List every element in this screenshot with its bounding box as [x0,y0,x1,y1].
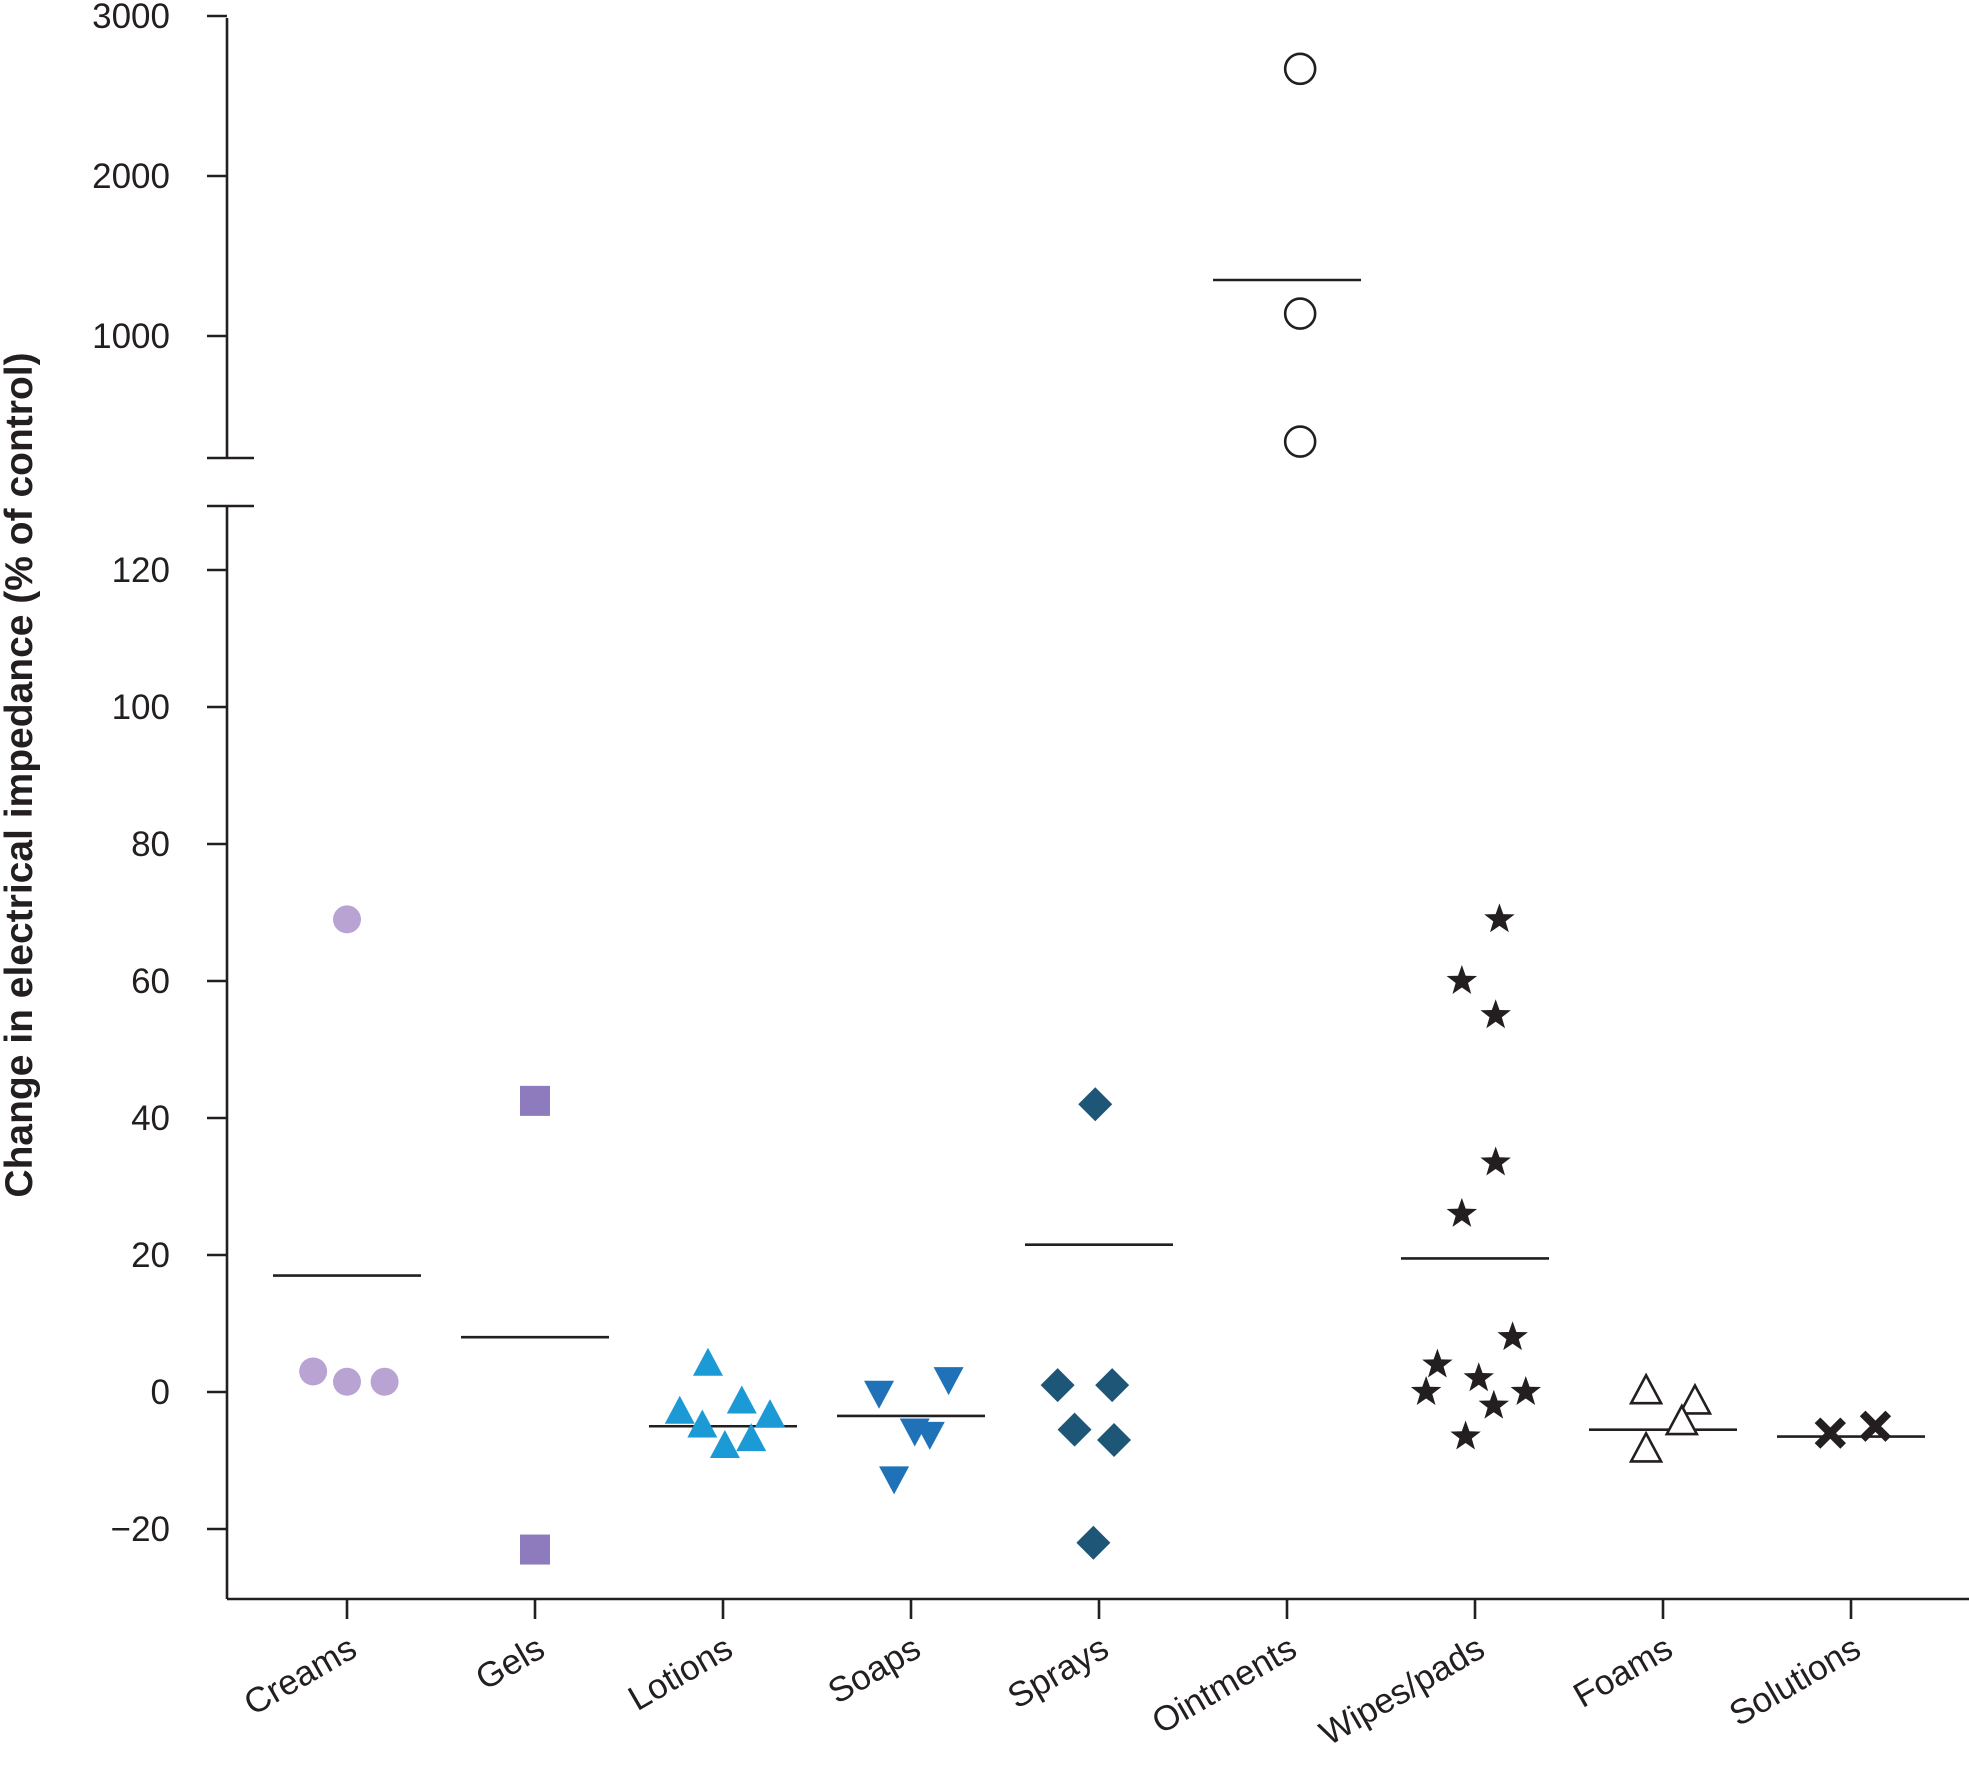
x-tick-label: Gels [469,1628,551,1698]
data-point [1283,52,1317,86]
data-point [864,1380,895,1409]
data-point [1283,297,1317,330]
data-point [520,1534,550,1565]
data-point-stroke [1814,1417,1846,1449]
data-point [1510,1376,1541,1405]
y-tick-label: 20 [131,1236,170,1275]
x-tick-label: Creams [237,1628,363,1723]
data-point [687,1409,718,1438]
y-tick-label: 60 [131,962,170,1001]
data-point [1097,1422,1132,1457]
data-point [1814,1417,1846,1449]
data-point [1497,1321,1528,1351]
data-point [1859,1410,1892,1442]
y-tick-label: 0 [151,1373,170,1412]
data-point [1283,425,1317,458]
data-point [1463,1362,1494,1392]
data-point [299,1357,328,1386]
data-point [1450,1420,1481,1450]
data-point [370,1367,399,1396]
y-tick-label: 100 [112,688,170,727]
data-point [933,1367,964,1396]
x-tick-label: Soaps [822,1628,927,1711]
y-tick-label: 3000 [92,0,170,36]
data-point [736,1423,767,1452]
x-ticks: Creams Gels Lotions Soaps Sprays Ointments Wip… [237,1599,1867,1753]
data-point [333,905,361,934]
x-tick-label: Ointments [1145,1628,1303,1742]
y-tick-label: 2000 [92,157,170,196]
data-point [726,1385,757,1414]
data-point [1677,1382,1713,1415]
y-axis-title: Change in electrical impedance (% of con… [0,352,41,1197]
y-tick-label: 1000 [92,317,170,356]
data-point [1095,1368,1130,1403]
data-point [1057,1412,1092,1447]
data-point [1478,1389,1510,1419]
data-point [1422,1348,1453,1378]
y-tick-label: −20 [111,1510,170,1549]
data-point [1446,965,1478,994]
x-tick-label: Lotions [622,1628,739,1718]
data-point [1628,1430,1664,1463]
data-point [1628,1372,1664,1405]
x-tick-label: Solutions [1723,1628,1867,1734]
data-point [333,1367,361,1396]
data-point [1484,903,1515,933]
data-point-stroke [1859,1410,1892,1442]
y-tick-label: 40 [131,1099,170,1138]
data-point [1410,1376,1442,1405]
data-point [520,1085,550,1116]
data-point [1446,1197,1478,1227]
data-point [709,1430,740,1458]
x-tick-label: Wipes/pads [1313,1628,1491,1753]
data-point [1480,1146,1511,1176]
data-point [1076,1525,1111,1560]
y-tick-label: 120 [112,551,170,590]
data-points [299,52,1892,1565]
data-point [692,1347,723,1376]
data-point [1664,1403,1699,1436]
data-point [914,1421,945,1450]
data-point [664,1395,695,1424]
mean-lines [273,278,1925,1438]
x-tick-label: Sprays [1001,1628,1115,1716]
y-tick-label: 80 [131,825,170,864]
data-point [1040,1368,1075,1403]
y-ticks: −20 0 20 40 60 80 100 120 1000 2000 3000 [92,0,227,1549]
x-tick-label: Foams [1567,1628,1679,1715]
data-point [1078,1087,1113,1122]
data-point [755,1399,785,1428]
data-point [1480,999,1511,1029]
axes [207,18,1969,1601]
data-point [879,1466,910,1495]
